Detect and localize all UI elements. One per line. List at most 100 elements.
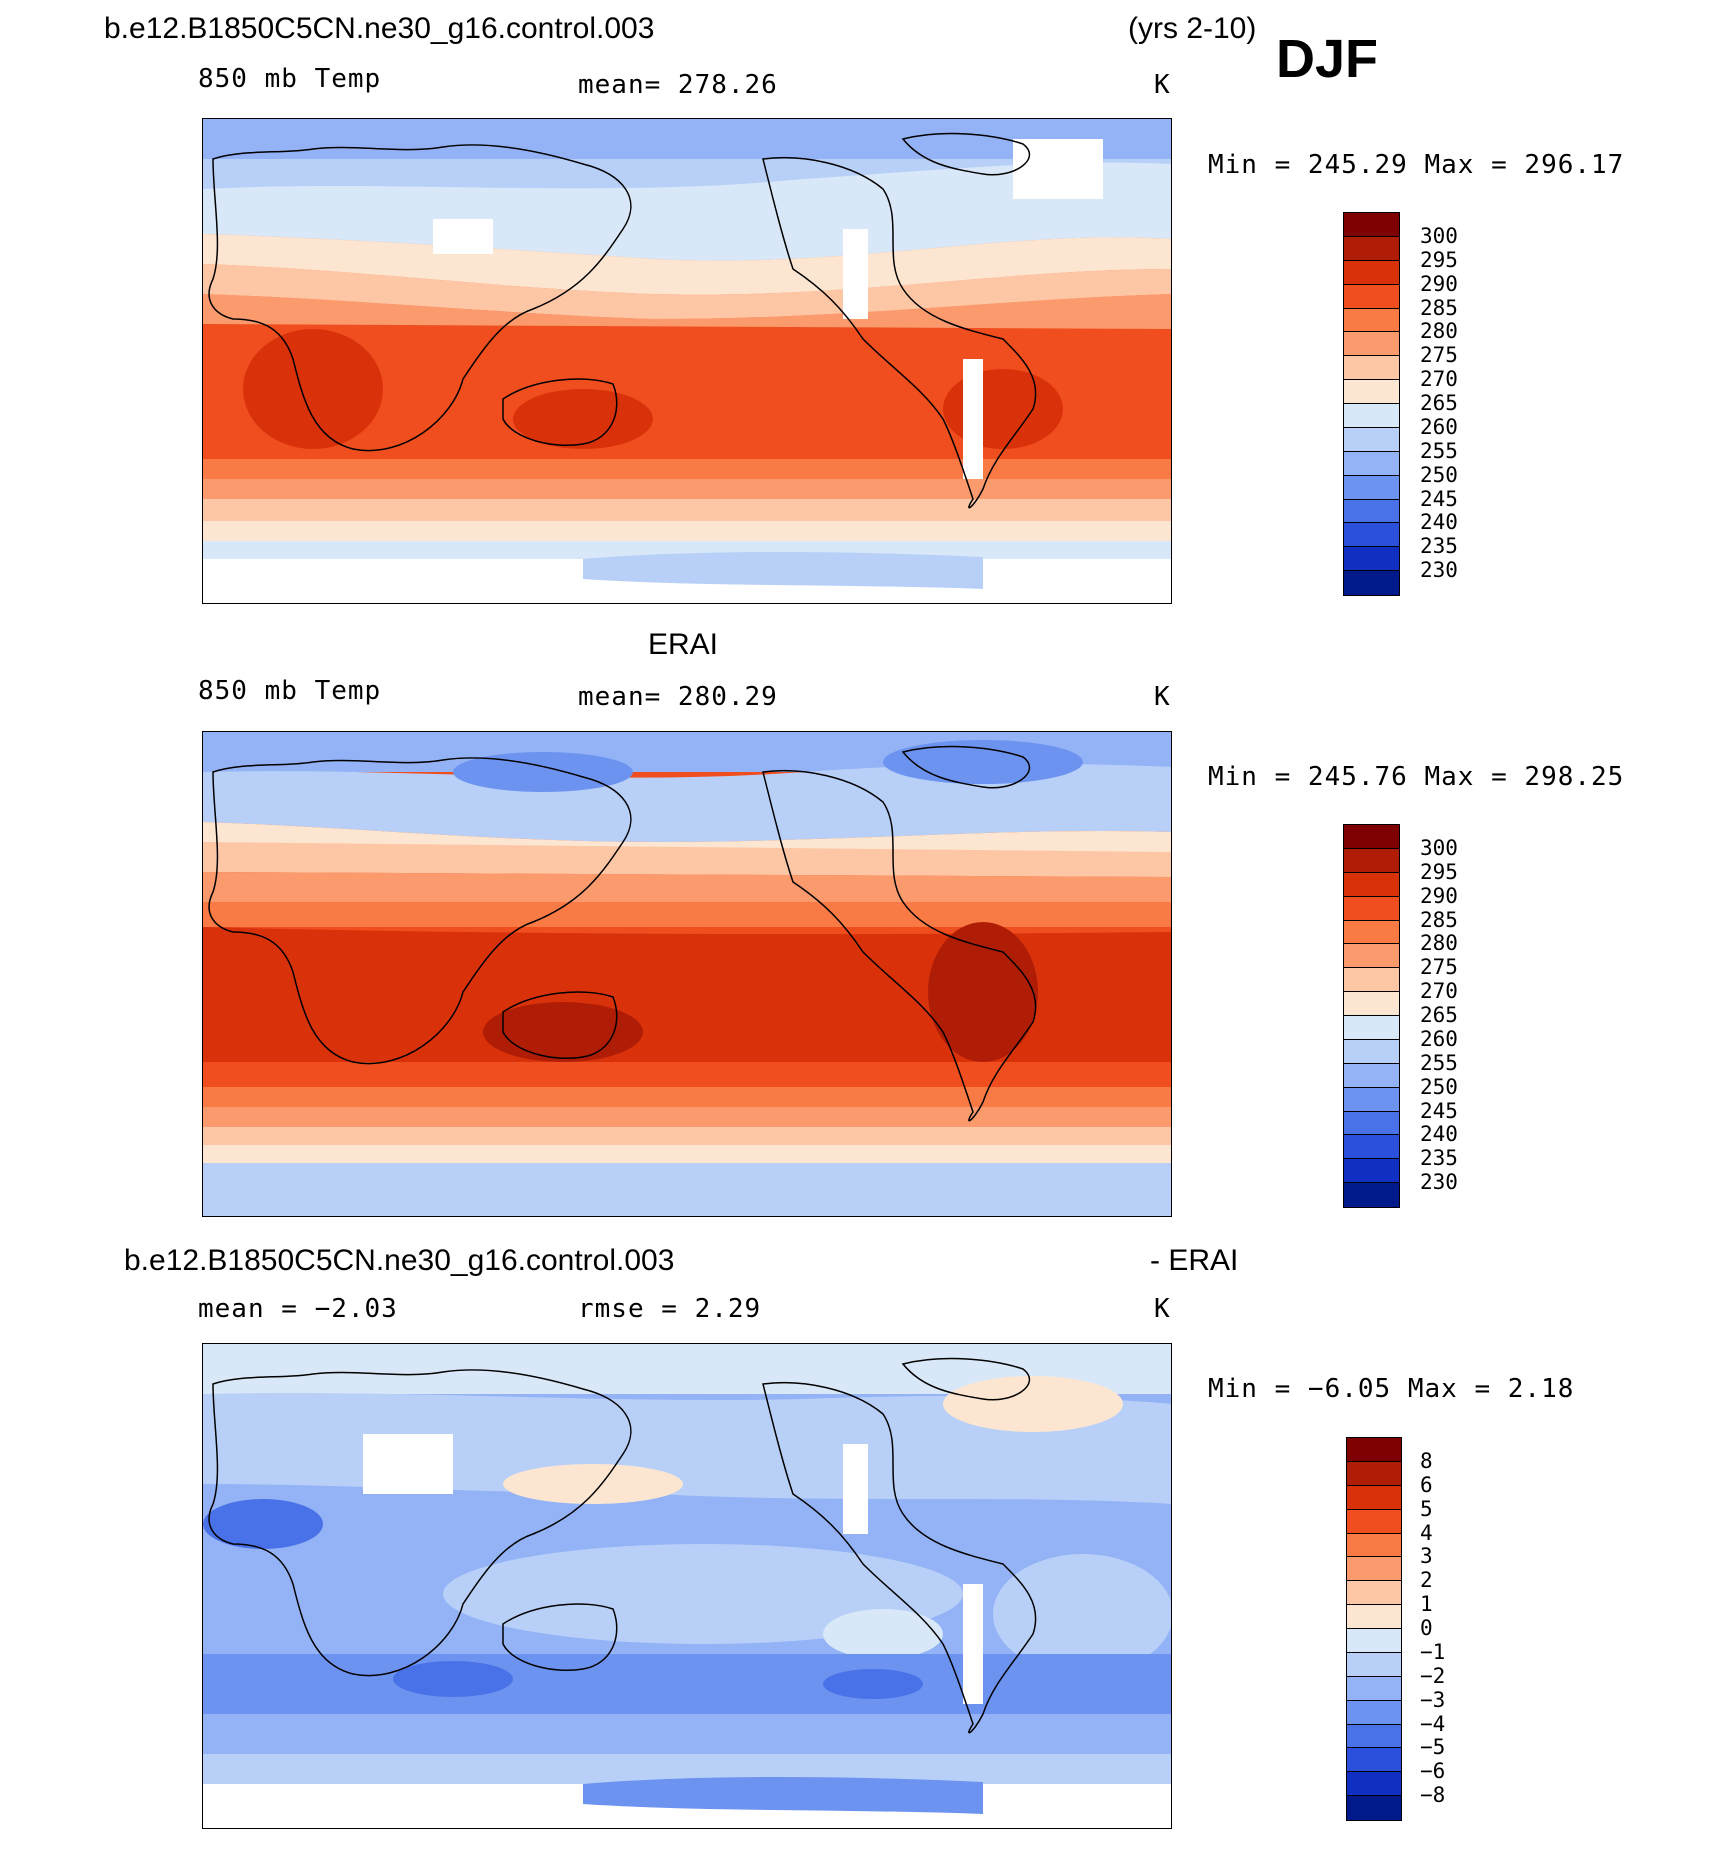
- colorbar-swatch: [1344, 213, 1399, 237]
- colorbar-tick-label: −1: [1420, 1639, 1446, 1664]
- colorbar-tick-label: 295: [1420, 859, 1458, 884]
- colorbar-swatch: [1344, 1135, 1399, 1160]
- colorbar-tick-label: 265: [1420, 391, 1458, 415]
- panel3-mean: mean = −2.03: [198, 1294, 398, 1324]
- colorbar-tick-label: 0: [1420, 1616, 1433, 1640]
- colorbar-tick-label: 265: [1420, 1003, 1458, 1027]
- panel3-colorbar: [1346, 1437, 1402, 1821]
- colorbar-swatch: [1347, 1485, 1401, 1510]
- colorbar-tick-label: 240: [1420, 1122, 1458, 1147]
- colorbar-swatch: [1344, 1063, 1399, 1088]
- panel1-variable: 850 mb Temp: [198, 64, 382, 94]
- colorbar-tick-label: 255: [1420, 1050, 1458, 1075]
- colorbar-swatch: [1347, 1557, 1401, 1582]
- colorbar-swatch: [1344, 236, 1399, 261]
- panel2-mean: mean= 280.29: [578, 682, 778, 712]
- colorbar-swatch: [1344, 1039, 1399, 1064]
- colorbar-tick-label: 290: [1420, 883, 1458, 908]
- colorbar-tick-label: 6: [1420, 1472, 1433, 1497]
- colorbar-tick-label: 275: [1420, 955, 1458, 980]
- panel1-map: [202, 118, 1172, 604]
- colorbar-tick-label: 230: [1420, 1170, 1458, 1195]
- colorbar-swatch: [1347, 1652, 1401, 1677]
- panel1-colorbar: [1343, 212, 1400, 596]
- panel1-temperature-field: [203, 119, 1171, 603]
- panel2-colorbar: [1343, 824, 1400, 1208]
- colorbar-tick-label: 235: [1420, 534, 1458, 559]
- colorbar-tick-label: 245: [1420, 1098, 1458, 1123]
- colorbar-swatch: [1347, 1581, 1401, 1606]
- colorbar-swatch: [1344, 896, 1399, 921]
- colorbar-swatch: [1344, 499, 1399, 524]
- colorbar-swatch: [1344, 380, 1399, 404]
- colorbar-tick-label: 285: [1420, 907, 1458, 932]
- panel3-minmax: Min = −6.05 Max = 2.18: [1208, 1374, 1575, 1404]
- colorbar-swatch: [1347, 1748, 1401, 1773]
- case-title: b.e12.B1850C5CN.ne30_g16.control.003: [104, 12, 655, 45]
- colorbar-tick-label: 3: [1420, 1544, 1433, 1569]
- colorbar-swatch: [1344, 332, 1399, 357]
- colorbar-tick-label: 250: [1420, 1074, 1458, 1099]
- colorbar-tick-label: 275: [1420, 343, 1458, 368]
- colorbar-tick-label: 285: [1420, 295, 1458, 320]
- colorbar-swatch: [1347, 1438, 1401, 1462]
- panel1-mean: mean= 278.26: [578, 70, 778, 100]
- colorbar-swatch: [1347, 1533, 1401, 1558]
- colorbar-tick-label: 255: [1420, 438, 1458, 463]
- colorbar-swatch: [1347, 1676, 1401, 1701]
- colorbar-swatch: [1347, 1772, 1401, 1797]
- colorbar-swatch: [1344, 825, 1399, 849]
- colorbar-swatch: [1347, 1605, 1401, 1629]
- colorbar-swatch: [1344, 404, 1399, 428]
- colorbar-tick-label: −2: [1420, 1663, 1446, 1688]
- colorbar-tick-label: −8: [1420, 1783, 1446, 1808]
- panel2-title: ERAI: [648, 628, 719, 661]
- colorbar-swatch: [1344, 571, 1399, 595]
- colorbar-tick-label: 8: [1420, 1448, 1433, 1473]
- colorbar-swatch: [1344, 848, 1399, 873]
- years-label: (yrs 2-10): [1128, 12, 1257, 45]
- colorbar-tick-label: 235: [1420, 1146, 1458, 1171]
- panel3-map: [202, 1343, 1172, 1829]
- colorbar-swatch: [1344, 872, 1399, 897]
- panel3-units: K: [1154, 1294, 1171, 1324]
- colorbar-tick-label: 5: [1420, 1496, 1433, 1521]
- colorbar-swatch: [1344, 1183, 1399, 1207]
- panel2-temperature-field: [203, 732, 1171, 1216]
- colorbar-swatch: [1344, 944, 1399, 969]
- colorbar-tick-label: 270: [1420, 979, 1458, 1004]
- panel1-minmax: Min = 245.29 Max = 296.17: [1208, 150, 1625, 180]
- colorbar-tick-label: 290: [1420, 271, 1458, 296]
- panel3-rmse: rmse = 2.29: [578, 1294, 762, 1324]
- colorbar-swatch: [1344, 451, 1399, 476]
- colorbar-tick-label: 1: [1420, 1592, 1433, 1617]
- colorbar-tick-label: 240: [1420, 510, 1458, 535]
- colorbar-tick-label: 300: [1420, 835, 1458, 860]
- colorbar-swatch: [1344, 1016, 1399, 1040]
- colorbar-swatch: [1344, 260, 1399, 285]
- colorbar-tick-label: 260: [1420, 1026, 1458, 1051]
- colorbar-swatch: [1344, 992, 1399, 1016]
- colorbar-swatch: [1344, 284, 1399, 309]
- colorbar-swatch: [1344, 523, 1399, 548]
- colorbar-swatch: [1344, 968, 1399, 993]
- colorbar-tick-label: 300: [1420, 223, 1458, 248]
- colorbar-tick-label: −5: [1420, 1735, 1446, 1760]
- colorbar-swatch: [1344, 1159, 1399, 1184]
- panel3-title-left: b.e12.B1850C5CN.ne30_g16.control.003: [124, 1244, 675, 1277]
- colorbar-swatch: [1344, 308, 1399, 333]
- colorbar-swatch: [1344, 547, 1399, 572]
- colorbar-tick-label: 2: [1420, 1568, 1433, 1593]
- colorbar-swatch: [1344, 1087, 1399, 1112]
- panel3-difference-field: [203, 1344, 1171, 1828]
- colorbar-tick-label: 295: [1420, 247, 1458, 272]
- colorbar-tick-label: 230: [1420, 558, 1458, 583]
- colorbar-tick-label: 280: [1420, 931, 1458, 956]
- colorbar-swatch: [1347, 1509, 1401, 1534]
- colorbar-swatch: [1344, 1111, 1399, 1136]
- panel2-map: [202, 731, 1172, 1217]
- panel1-units: K: [1154, 70, 1171, 100]
- colorbar-swatch: [1344, 920, 1399, 945]
- colorbar-tick-label: 250: [1420, 462, 1458, 487]
- panel3-title-right: - ERAI: [1150, 1244, 1239, 1277]
